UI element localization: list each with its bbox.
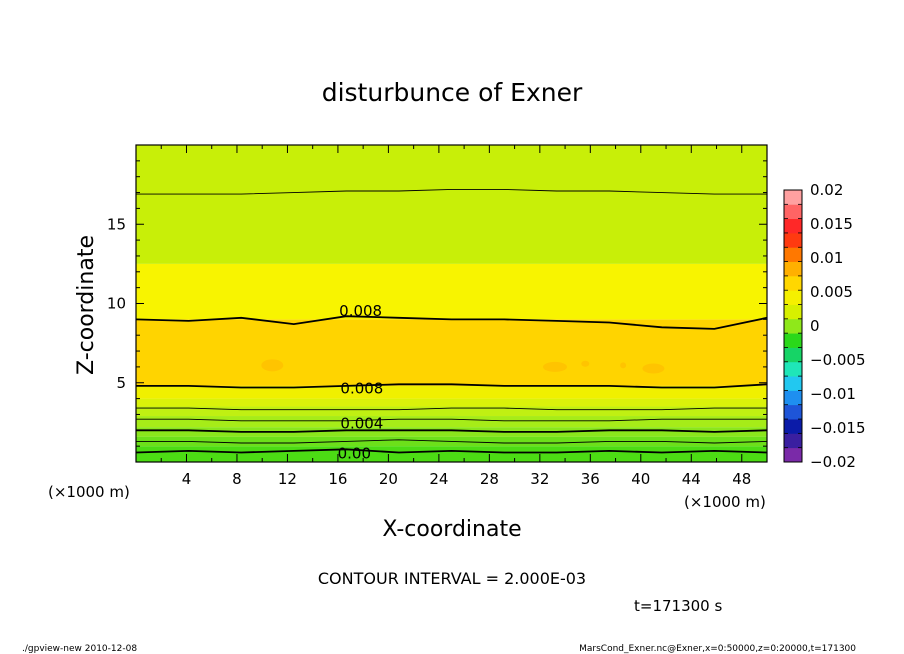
- colorbar-segment-17: [784, 204, 802, 220]
- contour-interval-text: CONTOUR INTERVAL = 2.000E-03: [318, 569, 586, 588]
- colorbar-segment-6: [784, 361, 802, 377]
- contour-label-1: 0.008: [340, 380, 383, 398]
- contour-line-2: [136, 429, 768, 433]
- colorbar: [783, 189, 803, 463]
- max-blob-4: [642, 363, 665, 374]
- x-unit-label-right: (×1000 m): [684, 493, 766, 511]
- colorbar-segment-7: [784, 347, 802, 363]
- colorbar-segment-9: [784, 318, 802, 334]
- colorbar-segment-2: [784, 419, 802, 434]
- x-unit-label-left: (×1000 m): [48, 483, 130, 501]
- colorbar-frame: [783, 189, 803, 463]
- colorbar-segment-16: [784, 218, 802, 234]
- colorbar-label-1: 0.015: [810, 215, 853, 233]
- chart-title: disturbunce of Exner: [322, 78, 583, 107]
- band-7: [136, 319, 767, 386]
- colorbar-segment-11: [784, 290, 802, 305]
- band-2: [136, 427, 767, 437]
- colorbar-label-3: 0.005: [810, 283, 853, 301]
- footer-left: ./gpview-new 2010-12-08: [22, 644, 137, 654]
- max-blob-0: [261, 359, 284, 372]
- colorbar-label-0: 0.02: [810, 181, 843, 199]
- colorbar-segment-3: [784, 404, 802, 420]
- colorbar-segment-5: [784, 376, 802, 391]
- contour-line-3: [136, 418, 767, 422]
- contour-line-0: [135, 448, 768, 454]
- contour-line-1: [136, 439, 768, 444]
- y-axis-ticks: 5 10 15: [107, 160, 767, 447]
- band-4: [136, 406, 767, 417]
- colorbar-label-8: −0.02: [810, 453, 856, 471]
- contour-label-2: 0.004: [340, 414, 383, 432]
- contour-line-7: [136, 188, 767, 195]
- x-tick-label-28: 28: [480, 470, 499, 488]
- x-tick-label-12: 12: [278, 470, 297, 488]
- colorbar-segment-13: [784, 261, 802, 277]
- max-blob-3: [620, 362, 627, 369]
- band-8: [136, 263, 767, 320]
- colorbar-segment-14: [784, 247, 802, 262]
- colorbar-segment-18: [784, 190, 802, 205]
- x-tick-label-48: 48: [732, 470, 751, 488]
- colorbar-segment-10: [784, 304, 802, 320]
- x-tick-label-4: 4: [182, 470, 192, 488]
- x-tick-label-44: 44: [682, 470, 701, 488]
- max-blob-2: [581, 360, 590, 367]
- contour-label-3: 0.00: [338, 445, 371, 463]
- x-tick-label-8: 8: [232, 470, 242, 488]
- x-tick-label-32: 32: [530, 470, 549, 488]
- colorbar-segment-0: [784, 447, 802, 463]
- x-axis-ticks: 4 8 12 16 20 24 28 32 36 40 44 48: [160, 145, 768, 488]
- colorbar-labels: 0.02 0.015 0.01 0.005 0 −0.005 −0.01 −0.015 −0.0…: [810, 181, 866, 471]
- band-6: [136, 385, 767, 399]
- contour-line-6: [135, 315, 768, 330]
- colorbar-segment-12: [784, 275, 802, 291]
- band-5: [136, 398, 767, 407]
- colorbar-label-4: 0: [810, 317, 820, 335]
- x-tick-label-16: 16: [328, 470, 347, 488]
- contour-line-4: [136, 407, 767, 411]
- x-axis-label: X-coordinate: [382, 517, 521, 542]
- footer-right: MarsCond_Exner.nc@Exner,x=0:50000,z=0:20…: [579, 644, 856, 654]
- colorbar-label-7: −0.015: [810, 419, 866, 437]
- colorbar-label-2: 0.01: [810, 249, 843, 267]
- contour-lines: [135, 188, 768, 454]
- band-3: [136, 416, 767, 428]
- colorbar-label-5: −0.005: [810, 351, 866, 369]
- max-blob-1: [542, 361, 567, 372]
- band-9: [136, 145, 767, 264]
- x-tick-label-24: 24: [429, 470, 448, 488]
- y-tick-label-5: 5: [116, 374, 126, 392]
- filled-contour-bands: [136, 145, 767, 462]
- contour-labels: 0.008 0.008 0.004 0.00: [338, 302, 384, 463]
- colorbar-segment-8: [784, 333, 802, 348]
- y-tick-label-15: 15: [107, 215, 126, 233]
- colorbar-label-6: −0.01: [810, 385, 856, 403]
- colorbar-segment-1: [784, 433, 802, 449]
- x-tick-label-36: 36: [581, 470, 600, 488]
- band-0: [136, 446, 767, 462]
- contour-label-0: 0.008: [339, 302, 382, 320]
- y-tick-label-10: 10: [107, 295, 126, 313]
- colorbar-segment-4: [784, 390, 802, 406]
- colorbar-segment-15: [784, 232, 802, 248]
- y-axis-label: Z-coordinate: [74, 235, 99, 375]
- time-label: t=171300 s: [634, 597, 722, 615]
- x-tick-label-40: 40: [631, 470, 650, 488]
- contour-line-5: [136, 383, 768, 389]
- x-tick-label-20: 20: [379, 470, 398, 488]
